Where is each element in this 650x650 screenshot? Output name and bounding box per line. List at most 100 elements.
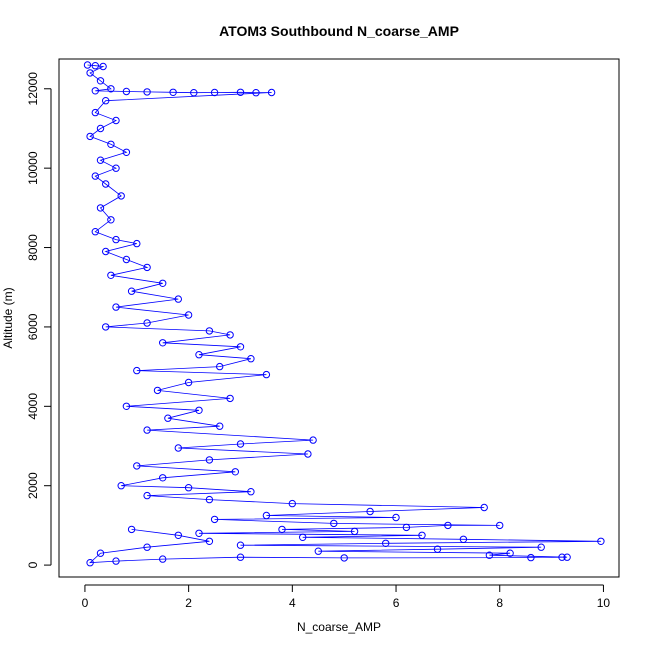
y-tick-label: 10000: [26, 151, 40, 185]
data-point: [527, 553, 535, 562]
data-point: [96, 124, 105, 133]
chart-title: ATOM3 Southbound N_coarse_AMP: [219, 23, 459, 39]
data-point: [205, 495, 214, 504]
data-point: [262, 511, 271, 520]
y-tick-label: 8000: [26, 234, 40, 261]
data-point: [304, 450, 312, 458]
data-point: [444, 521, 452, 530]
data-point: [96, 549, 105, 557]
data-point: [496, 521, 504, 530]
data-point: [122, 255, 131, 264]
data-point: [122, 148, 131, 157]
data-point: [133, 462, 141, 470]
data-point: [459, 535, 468, 543]
data-point: [112, 164, 120, 172]
data-point: [418, 531, 426, 539]
data-point: [102, 323, 110, 331]
data-point: [107, 140, 115, 149]
data-point: [382, 539, 390, 547]
data-point: [122, 87, 131, 96]
data-point: [86, 132, 94, 141]
x-tick-label: 0: [82, 596, 89, 610]
data-point: [91, 228, 100, 236]
data-point: [433, 545, 442, 553]
y-tick-label: 4000: [26, 393, 40, 420]
data-point: [226, 331, 234, 339]
data-point: [558, 553, 566, 561]
data-point: [216, 362, 224, 371]
data-point: [83, 61, 92, 69]
x-axis: 0 2 4 6 8 10: [82, 584, 611, 610]
data-point: [288, 499, 296, 508]
data-point: [127, 525, 136, 534]
data-point: [350, 527, 359, 536]
x-tick-label: 4: [289, 596, 296, 610]
data-point: [537, 543, 545, 551]
x-tick-label: 6: [393, 596, 400, 610]
data-point: [112, 116, 120, 125]
data-point: [143, 263, 151, 272]
data-point: [236, 88, 245, 97]
data-point: [96, 204, 105, 212]
data-point: [127, 287, 136, 295]
data-point: [102, 97, 110, 105]
data-point: [402, 523, 411, 532]
y-tick-label: 6000: [26, 313, 40, 340]
data-point: [99, 62, 107, 71]
data-point: [159, 279, 167, 287]
data-point: [190, 89, 198, 97]
data-point: [330, 519, 338, 528]
x-axis-label: N_coarse_AMP: [297, 620, 381, 634]
data-point: [247, 488, 255, 496]
data-point: [205, 456, 214, 464]
data-point: [133, 239, 141, 248]
data-point: [231, 468, 240, 476]
data-point: [102, 180, 110, 188]
data-point: [91, 61, 100, 70]
data-point: [314, 547, 322, 555]
data-point: [122, 402, 131, 410]
x-tick-label: 2: [185, 596, 192, 610]
data-point: [91, 172, 100, 180]
data-point: [392, 513, 400, 522]
data-point: [480, 503, 488, 512]
data-point: [247, 355, 255, 363]
data-point: [91, 108, 100, 117]
data-point: [184, 311, 193, 319]
data-point: [267, 88, 276, 97]
data-point: [195, 351, 203, 359]
data-point: [174, 531, 183, 539]
data-point: [184, 378, 193, 387]
data-point: [205, 537, 214, 545]
data-point: [366, 507, 374, 516]
data-point: [153, 386, 162, 395]
data-point: [205, 327, 214, 335]
data-point: [262, 370, 271, 379]
data-point: [96, 77, 105, 85]
data-point: [112, 557, 120, 565]
data-point: [159, 555, 167, 563]
data-point: [102, 247, 110, 256]
y-tick-label: 0: [26, 561, 40, 568]
data-point: [226, 394, 234, 403]
x-tick-label: 10: [597, 596, 611, 610]
data-point: [195, 529, 203, 537]
data-point: [143, 426, 151, 434]
data-point: [236, 541, 245, 549]
data-point: [143, 543, 151, 551]
data-point: [174, 444, 183, 452]
data-point: [210, 515, 219, 524]
data-point: [184, 484, 193, 492]
y-axis-label: Altitude (m): [1, 287, 15, 348]
data-point: [563, 553, 571, 561]
data-point: [107, 216, 115, 224]
data-point: [117, 482, 125, 490]
data-series: [83, 61, 605, 567]
data-point: [195, 406, 203, 414]
data-point: [169, 88, 177, 97]
data-point: [159, 474, 167, 482]
data-point: [143, 88, 151, 96]
data-point: [86, 559, 94, 567]
data-point: [174, 295, 183, 303]
